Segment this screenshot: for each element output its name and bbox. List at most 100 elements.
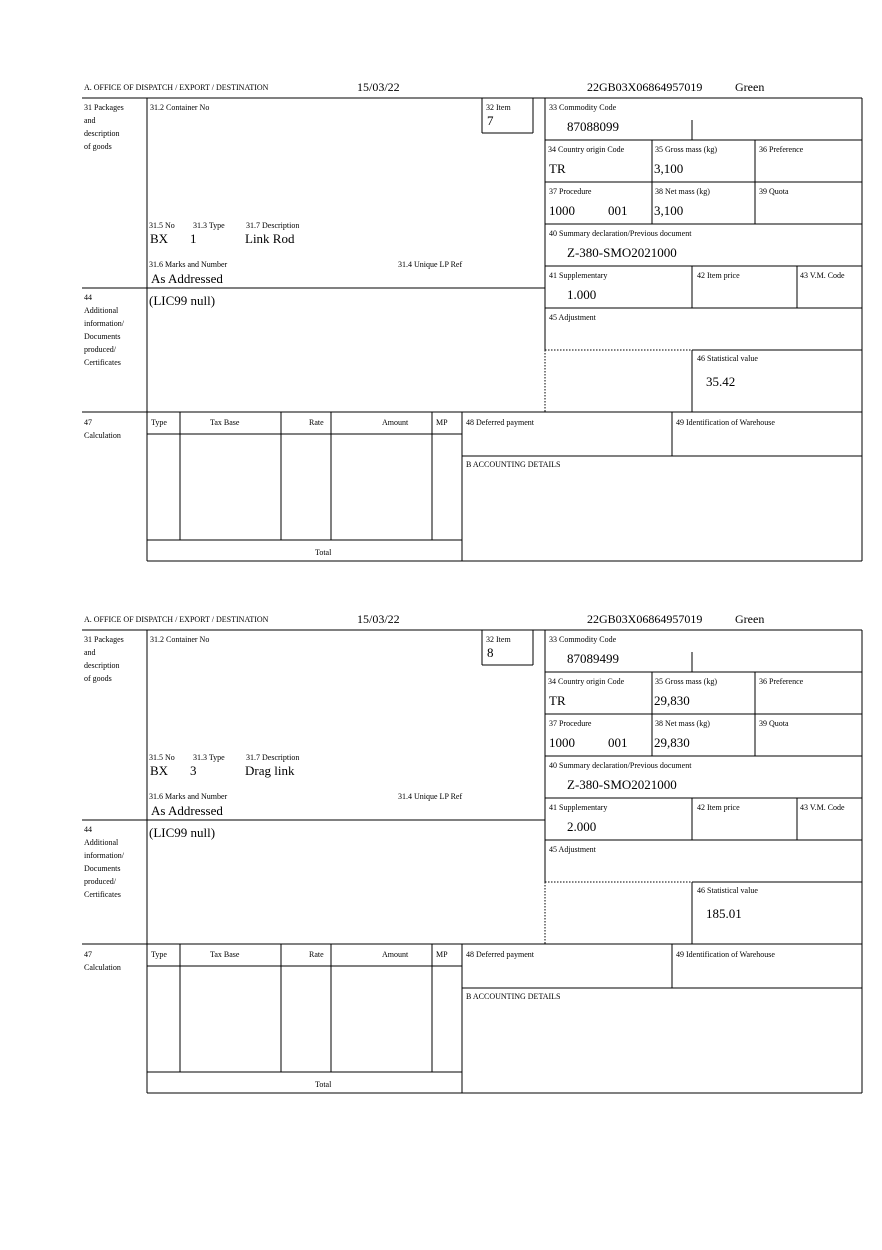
header-date: 15/03/22 [357, 612, 400, 626]
values-gross-mass: 29,830 [654, 693, 690, 708]
values-marks: As Addressed [151, 803, 223, 818]
values-item: 7 [487, 113, 494, 128]
labels-procedure: 37 Procedure [549, 719, 592, 728]
labels-adjustment: 45 Adjustment [549, 313, 597, 322]
labels-country-origin: 34 Country origin Code [548, 145, 625, 154]
header-status: Green [735, 80, 764, 94]
labels-packages: of goods [84, 142, 112, 151]
labels-gross-mass: 35 Gross mass (kg) [655, 145, 717, 154]
values-summary-declaration: Z-380-SMO2021000 [567, 245, 677, 260]
labels-commodity-code: 33 Commodity Code [549, 635, 617, 644]
labels-quota: 39 Quota [759, 187, 789, 196]
labels-country-origin: 34 Country origin Code [548, 677, 625, 686]
labels-additional-info: 44 [84, 293, 92, 302]
labels-packages: description [84, 661, 120, 670]
labels-calculation: 47 [84, 418, 92, 427]
header-office: A. OFFICE OF DISPATCH / EXPORT / DESTINA… [84, 83, 269, 92]
labels-packages: and [84, 648, 96, 657]
labels-deferred-payment: 48 Deferred payment [466, 950, 535, 959]
values-item: 8 [487, 645, 494, 660]
labels-tax-base: Tax Base [210, 418, 240, 427]
labels-total: Total [315, 1080, 332, 1089]
labels-unique-lp-ref: 31.4 Unique LP Ref [398, 792, 462, 801]
labels-mp: MP [436, 418, 448, 427]
labels-calculation: 47 [84, 950, 92, 959]
labels-statistical-value: 46 Statistical value [697, 354, 758, 363]
labels-additional-info: Documents [84, 864, 120, 873]
labels-additional-info: Additional [84, 306, 119, 315]
values-additional-info: (LIC99 null) [149, 293, 215, 308]
values-no: BX [150, 231, 169, 246]
values-procedure-extra: 001 [608, 735, 628, 750]
values-additional-info: (LIC99 null) [149, 825, 215, 840]
labels-packages: of goods [84, 674, 112, 683]
values-no: BX [150, 763, 169, 778]
header-date: 15/03/22 [357, 80, 400, 94]
labels-item: 32 Item [486, 635, 511, 644]
labels-additional-info: Certificates [84, 890, 121, 899]
values-country-origin: TR [549, 161, 566, 176]
values-gross-mass: 3,100 [654, 161, 683, 176]
labels-amount: Amount [382, 418, 409, 427]
header-reference: 22GB03X06864957019 [587, 80, 702, 94]
values-summary-declaration: Z-380-SMO2021000 [567, 777, 677, 792]
labels-item: 32 Item [486, 103, 511, 112]
labels-warehouse: 49 Identification of Warehouse [676, 418, 775, 427]
labels-vm-code: 43 V.M. Code [800, 271, 845, 280]
values-net-mass: 29,830 [654, 735, 690, 750]
labels-calculation: Calculation [84, 963, 121, 972]
header-office: A. OFFICE OF DISPATCH / EXPORT / DESTINA… [84, 615, 269, 624]
labels-preference: 36 Preference [759, 677, 804, 686]
labels-tax-type: Type [151, 418, 167, 427]
labels-preference: 36 Preference [759, 145, 804, 154]
labels-type: 31.3 Type [193, 753, 225, 762]
labels-additional-info: Additional [84, 838, 119, 847]
labels-no: 31.5 No [149, 753, 175, 762]
header-status: Green [735, 612, 764, 626]
labels-accounting: B ACCOUNTING DETAILS [466, 460, 560, 469]
labels-tax-base: Tax Base [210, 950, 240, 959]
labels-type: 31.3 Type [193, 221, 225, 230]
labels-vm-code: 43 V.M. Code [800, 803, 845, 812]
labels-accounting: B ACCOUNTING DETAILS [466, 992, 560, 1001]
labels-additional-info: information/ [84, 851, 125, 860]
values-procedure: 1000 [549, 735, 575, 750]
values-statistical-value: 35.42 [706, 374, 735, 389]
values-supplementary: 1.000 [567, 287, 596, 302]
values-description: Drag link [245, 763, 295, 778]
labels-additional-info: Certificates [84, 358, 121, 367]
values-marks: As Addressed [151, 271, 223, 286]
labels-description: 31.7 Description [246, 753, 299, 762]
values-type: 1 [190, 231, 197, 246]
labels-additional-info: produced/ [84, 345, 117, 354]
labels-additional-info: 44 [84, 825, 92, 834]
labels-packages: 31 Packages [84, 635, 124, 644]
labels-unique-lp-ref: 31.4 Unique LP Ref [398, 260, 462, 269]
values-supplementary: 2.000 [567, 819, 596, 834]
labels-warehouse: 49 Identification of Warehouse [676, 950, 775, 959]
labels-container-no: 31.2 Container No [150, 635, 209, 644]
labels-additional-info: produced/ [84, 877, 117, 886]
header-reference: 22GB03X06864957019 [587, 612, 702, 626]
labels-deferred-payment: 48 Deferred payment [466, 418, 535, 427]
labels-gross-mass: 35 Gross mass (kg) [655, 677, 717, 686]
labels-supplementary: 41 Supplementary [549, 271, 607, 280]
labels-net-mass: 38 Net mass (kg) [655, 187, 710, 196]
labels-quota: 39 Quota [759, 719, 789, 728]
labels-packages: description [84, 129, 120, 138]
labels-net-mass: 38 Net mass (kg) [655, 719, 710, 728]
labels-rate: Rate [309, 950, 324, 959]
labels-summary-declaration: 40 Summary declaration/Previous document [549, 229, 692, 238]
labels-calculation: Calculation [84, 431, 121, 440]
labels-description: 31.7 Description [246, 221, 299, 230]
values-procedure: 1000 [549, 203, 575, 218]
labels-summary-declaration: 40 Summary declaration/Previous document [549, 761, 692, 770]
values-commodity-code: 87088099 [567, 119, 619, 134]
labels-tax-type: Type [151, 950, 167, 959]
values-net-mass: 3,100 [654, 203, 683, 218]
labels-rate: Rate [309, 418, 324, 427]
labels-packages: and [84, 116, 96, 125]
values-description: Link Rod [245, 231, 295, 246]
labels-supplementary: 41 Supplementary [549, 803, 607, 812]
